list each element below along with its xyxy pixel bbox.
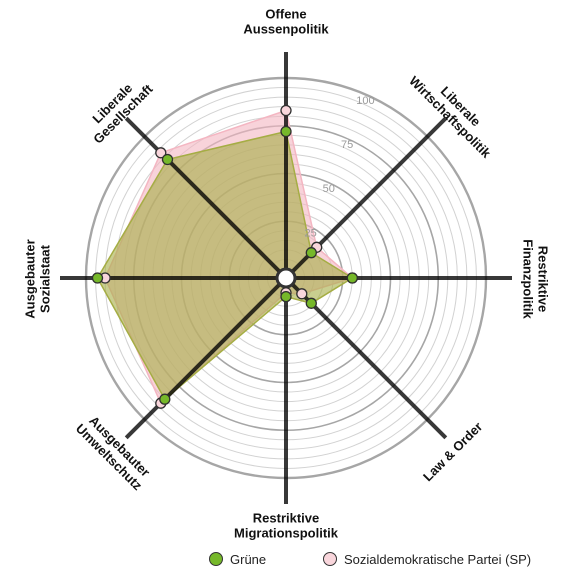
- data-point-gr-ne: [305, 297, 317, 309]
- axis-label: Offene Aussenpolitik: [243, 7, 329, 37]
- data-point-gr-ne: [346, 272, 358, 284]
- data-point-sozialdemokratische-partei-sp: [280, 104, 292, 117]
- series-layer: [96, 109, 354, 404]
- axis-label-group: Offene Aussenpolitik: [243, 7, 329, 37]
- data-point-sozialdemokratische-partei-sp: [296, 288, 308, 300]
- data-point-gr-ne: [161, 153, 174, 166]
- axis-label-group: RestriktiveFinanzpolitik: [521, 239, 551, 319]
- data-point-gr-ne: [305, 247, 317, 259]
- axis-label: LiberaleWirtschaftspolitik: [406, 63, 505, 162]
- data-point-gr-ne: [280, 125, 292, 138]
- axis-label-group: AusgebauterSozialstaat: [23, 239, 53, 318]
- axis-label: Restriktive Migrationspolitik: [234, 511, 339, 541]
- axis-label: AusgebauterSozialstaat: [23, 239, 53, 318]
- data-point-gr-ne: [159, 393, 171, 405]
- points-layer: [91, 104, 358, 409]
- axis-label-group: Law & Order: [420, 419, 485, 484]
- legend: Grüne Sozialdemokratische Partei (SP): [209, 552, 531, 567]
- data-point-gr-ne: [280, 290, 292, 303]
- axis-spoke: [124, 116, 288, 280]
- axis-label: Law & Order: [420, 419, 485, 484]
- axis-label-group: Restriktive Migrationspolitik: [234, 511, 339, 541]
- legend-label-sozialdemokratische-partei-sp: Sozialdemokratische Partei (SP): [344, 552, 531, 567]
- tick-labels: 25 50 75 100: [304, 95, 374, 239]
- tick-label: 75: [341, 139, 353, 151]
- axis-spoke: [124, 276, 288, 440]
- legend-marker-gr-ne: [209, 552, 223, 566]
- data-point-gr-ne: [91, 272, 104, 284]
- legend-label-gr-ne: Grüne: [230, 552, 266, 567]
- center-hub: [275, 267, 297, 289]
- tick-label: 25: [304, 227, 316, 239]
- axis-label-group: LiberaleWirtschaftspolitik: [406, 63, 505, 162]
- tick-label: 50: [323, 183, 335, 195]
- legend-marker-sozialdemokratische-partei-sp: [323, 552, 337, 566]
- data-point-sozialdemokratische-partei-sp: [155, 147, 167, 159]
- axis-label: RestriktiveFinanzpolitik: [521, 239, 551, 319]
- tick-label: 100: [356, 95, 374, 107]
